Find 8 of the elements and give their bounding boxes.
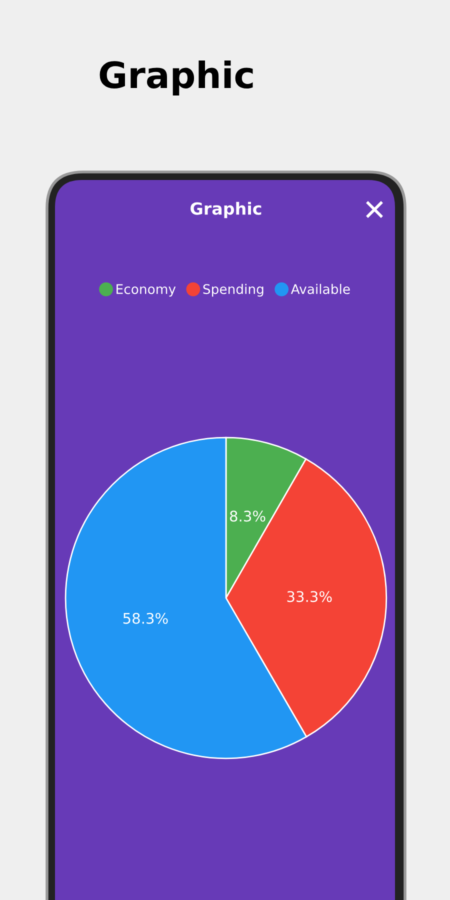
legend-label: Available xyxy=(290,284,350,294)
legend-label: Economy xyxy=(116,284,176,297)
data-label: 58.3% xyxy=(123,612,168,624)
data-label: 33.3% xyxy=(287,591,332,602)
chart-subtitle: Graphic xyxy=(190,202,262,218)
legend-label: Spending xyxy=(203,284,264,297)
data-label: 8.3% xyxy=(230,510,266,522)
chart-title: Graphic xyxy=(100,60,253,96)
